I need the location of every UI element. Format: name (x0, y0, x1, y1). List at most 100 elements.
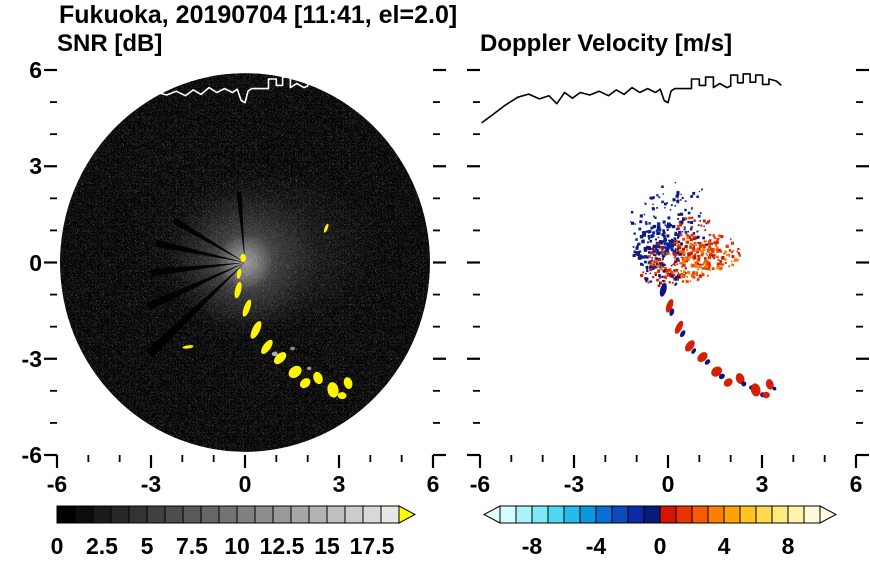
doppler-dot (662, 246, 666, 249)
echo-blob (299, 378, 311, 389)
doppler-dot (662, 279, 665, 282)
doppler-dot (664, 207, 666, 209)
doppler-dot (649, 272, 651, 274)
doppler-dot (703, 259, 707, 263)
doppler-dot (650, 251, 654, 255)
doppler-dot (692, 232, 696, 235)
doppler-dot (674, 247, 677, 250)
doppler-dot (703, 240, 706, 243)
doppler-dot (686, 235, 690, 240)
doppler-dot (702, 248, 706, 252)
doppler-dot (663, 280, 666, 283)
doppler-dot (708, 242, 711, 246)
doppler-dot (670, 249, 673, 252)
doppler-dot (709, 239, 712, 242)
doppler-dot (689, 238, 693, 242)
doppler-dot (731, 260, 733, 263)
doppler-dot (701, 273, 705, 277)
doppler-dot (668, 268, 672, 272)
doppler-dot (679, 233, 683, 237)
doppler-dot (687, 220, 690, 224)
vel-colorbar-tick-label: 0 (653, 533, 667, 559)
doppler-dot (656, 257, 659, 260)
x-tick-label: 6 (849, 471, 863, 497)
doppler-dot (674, 233, 677, 236)
doppler-dot (692, 191, 696, 195)
x-tick-label: 0 (238, 471, 252, 497)
doppler-dot (692, 255, 697, 259)
vel-colorbar-tick-label: 4 (717, 533, 731, 559)
doppler-dot (667, 245, 672, 249)
snr-colorbar-cell (74, 505, 94, 524)
doppler-dot (648, 222, 651, 225)
weak-echo-blob (271, 351, 278, 357)
doppler-dot (652, 249, 656, 253)
doppler-dot (662, 220, 666, 224)
vel-underflow-arrow (482, 505, 501, 524)
doppler-dot (701, 250, 704, 254)
doppler-dot (664, 250, 667, 253)
doppler-dot (708, 245, 712, 249)
doppler-dot (649, 280, 652, 283)
doppler-dot (650, 226, 654, 230)
doppler-dot (677, 278, 679, 281)
doppler-dot (684, 267, 687, 270)
doppler-dot (668, 239, 671, 243)
vel-colorbar-cell (499, 505, 517, 524)
doppler-blob (772, 386, 777, 391)
doppler-dot (707, 240, 711, 244)
doppler-dot (701, 244, 704, 247)
doppler-dot (713, 255, 716, 259)
doppler-dot (649, 268, 653, 272)
doppler-dot (676, 251, 680, 255)
weak-echo-blob (307, 366, 312, 370)
doppler-dot (712, 234, 715, 237)
doppler-dot (643, 255, 648, 259)
doppler-dot (674, 240, 676, 242)
doppler-dot (674, 239, 678, 243)
doppler-dot (676, 245, 679, 248)
doppler-dot (704, 257, 707, 260)
doppler-dot (716, 262, 720, 266)
doppler-dot (692, 247, 695, 250)
doppler-dot (698, 190, 701, 193)
doppler-dot (707, 243, 710, 246)
doppler-dot (720, 265, 723, 268)
doppler-dot (720, 267, 723, 270)
doppler-dot (646, 230, 649, 233)
doppler-dot (690, 273, 695, 278)
doppler-dot (659, 262, 662, 265)
doppler-blob (691, 348, 697, 354)
snr-colorbar-cell (164, 505, 184, 524)
doppler-dot (677, 236, 680, 239)
snr-colorbar-cell (92, 505, 112, 524)
vel-colorbar-cell (787, 505, 805, 524)
doppler-dot (643, 231, 645, 234)
doppler-dot (655, 229, 659, 232)
doppler-dot (714, 248, 717, 251)
doppler-dot (680, 242, 683, 246)
doppler-dot (644, 260, 647, 264)
doppler-dot (670, 247, 674, 251)
doppler-dot (672, 241, 676, 245)
doppler-dot (684, 217, 688, 221)
doppler-dot (707, 250, 710, 253)
doppler-dot (681, 256, 684, 259)
doppler-dot (667, 249, 669, 251)
doppler-dot (630, 221, 632, 223)
doppler-dot (650, 247, 653, 250)
doppler-dot (677, 218, 679, 220)
doppler-blob (704, 359, 711, 365)
doppler-dot (670, 264, 673, 267)
doppler-dot (639, 220, 643, 224)
doppler-dot (656, 262, 658, 265)
doppler-dot (737, 247, 740, 251)
doppler-dot (690, 221, 694, 224)
doppler-dot (649, 263, 652, 266)
doppler-dot (677, 247, 680, 250)
doppler-dot (660, 250, 662, 253)
doppler-dot (708, 219, 710, 221)
doppler-dot (660, 245, 664, 249)
doppler-dot (677, 243, 680, 246)
doppler-dot (639, 254, 642, 257)
